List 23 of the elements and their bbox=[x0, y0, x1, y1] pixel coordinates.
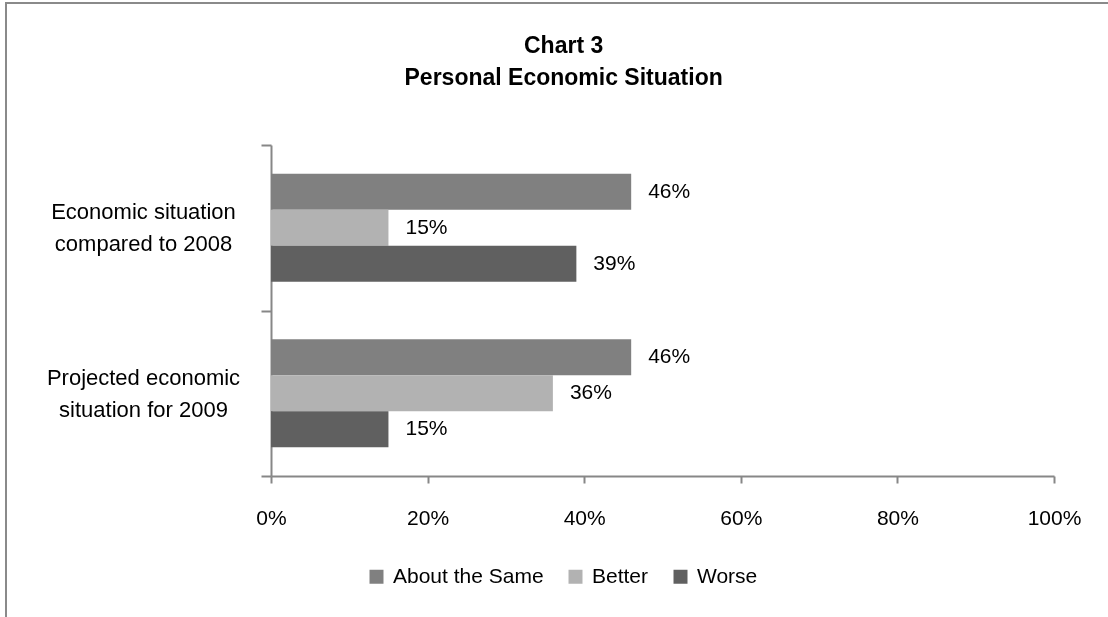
data-label: 39% bbox=[593, 250, 636, 274]
data-label: 46% bbox=[648, 344, 691, 368]
x-tick-label: 20% bbox=[407, 505, 450, 529]
data-label: 15% bbox=[405, 416, 448, 440]
data-label: 36% bbox=[569, 380, 612, 404]
chart-title: Chart 3 bbox=[524, 32, 604, 58]
bar bbox=[271, 375, 553, 412]
data-label: 15% bbox=[405, 214, 448, 238]
legend-label: Better bbox=[592, 563, 649, 587]
x-tick-label: 0% bbox=[256, 505, 287, 529]
bar bbox=[271, 411, 389, 448]
bar bbox=[271, 209, 389, 246]
legend-label: Worse bbox=[697, 563, 758, 587]
data-label: 46% bbox=[648, 178, 691, 202]
x-tick-label: 40% bbox=[563, 505, 606, 529]
x-tick-label: 100% bbox=[1027, 505, 1082, 529]
chart-subtitle: Personal Economic Situation bbox=[404, 64, 723, 90]
y-tick-label: Projected economic situation for 2009 bbox=[46, 364, 241, 422]
x-tick-label: 60% bbox=[720, 505, 763, 529]
bar bbox=[271, 245, 577, 282]
legend-label: About the Same bbox=[393, 563, 544, 587]
x-tick-label: 80% bbox=[876, 505, 919, 529]
y-tick-label: Economic situation compared to 2008 bbox=[51, 199, 236, 257]
